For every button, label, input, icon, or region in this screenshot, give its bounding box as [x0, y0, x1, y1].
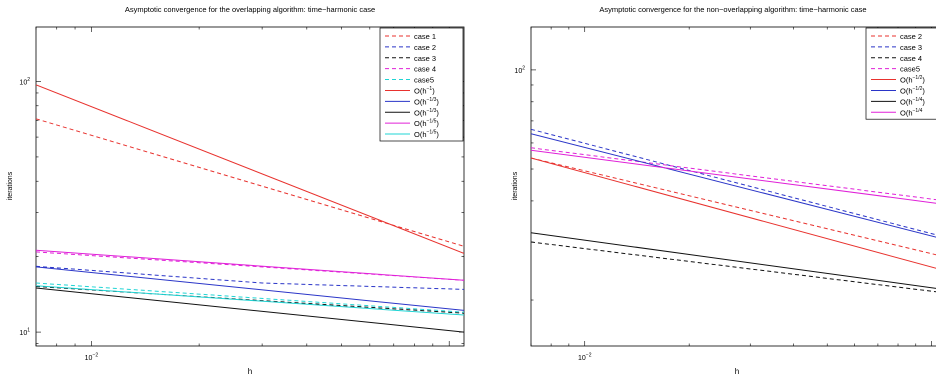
series-line	[36, 84, 464, 254]
y-tick-label: 101	[19, 328, 30, 338]
legend-label: case5	[414, 76, 434, 85]
chart-title: Asymptotic convergence for the non−overl…	[599, 5, 866, 14]
y-axis-label: iterations	[7, 171, 14, 200]
legend-label: O(h−1/3)	[414, 97, 439, 107]
series-line	[531, 128, 936, 236]
legend-label: O(h−1/4	[900, 108, 923, 118]
legend-label: case5	[900, 65, 920, 74]
series-lines	[36, 84, 464, 333]
legend-label: case 4	[900, 54, 922, 63]
legend-label: O(h−1)	[414, 86, 435, 96]
legend-label: case 2	[414, 43, 436, 52]
y-tick-label: 102	[514, 65, 525, 75]
series-line	[531, 232, 936, 289]
legend-label: O(h−1/4)	[900, 97, 925, 107]
x-axis-label: h	[735, 367, 739, 376]
legend-label: O(h−1/2)	[900, 86, 925, 96]
chart-title: Asymptotic convergence for the overlappi…	[125, 5, 375, 14]
series-line	[36, 265, 464, 290]
legend-label: case 2	[900, 32, 922, 41]
legend-label: O(h−1/5)	[414, 119, 439, 128]
series-line	[36, 266, 464, 311]
legend-label: O(h−1/5)	[414, 130, 439, 140]
legend-label: O(h−1/2)	[900, 75, 925, 85]
legend-label: case 3	[900, 43, 922, 52]
x-tick-labels: 10−2	[578, 353, 592, 363]
legend-label: O(h−1/3)	[414, 108, 439, 118]
legend-box	[865, 27, 936, 120]
x-tick-label: 10−2	[85, 353, 99, 363]
legend-label: case 4	[414, 65, 436, 74]
axis-ticks	[35, 27, 464, 346]
series-line	[36, 287, 464, 333]
series-lines	[531, 128, 936, 293]
y-tick-labels: 101 102	[19, 77, 30, 337]
y-tick-labels: 102	[514, 65, 525, 75]
x-tick-label: 10−2	[578, 353, 592, 363]
legend-label: case 1	[414, 32, 436, 41]
x-tick-labels: 10−2	[85, 353, 99, 363]
series-line	[531, 133, 936, 238]
series-line	[531, 157, 936, 269]
right-panel: Asymptotic convergence for the non−overl…	[512, 5, 936, 376]
y-tick-label: 102	[19, 77, 30, 87]
series-line	[36, 282, 464, 313]
series-line	[36, 285, 464, 316]
left-panel: Asymptotic convergence for the overlappi…	[7, 5, 465, 376]
series-line	[531, 157, 936, 256]
y-axis-label: iterations	[512, 171, 519, 200]
series-line	[36, 249, 464, 281]
series-line	[531, 149, 936, 204]
legend-label: case 3	[414, 54, 436, 63]
x-axis-label: h	[248, 367, 252, 376]
